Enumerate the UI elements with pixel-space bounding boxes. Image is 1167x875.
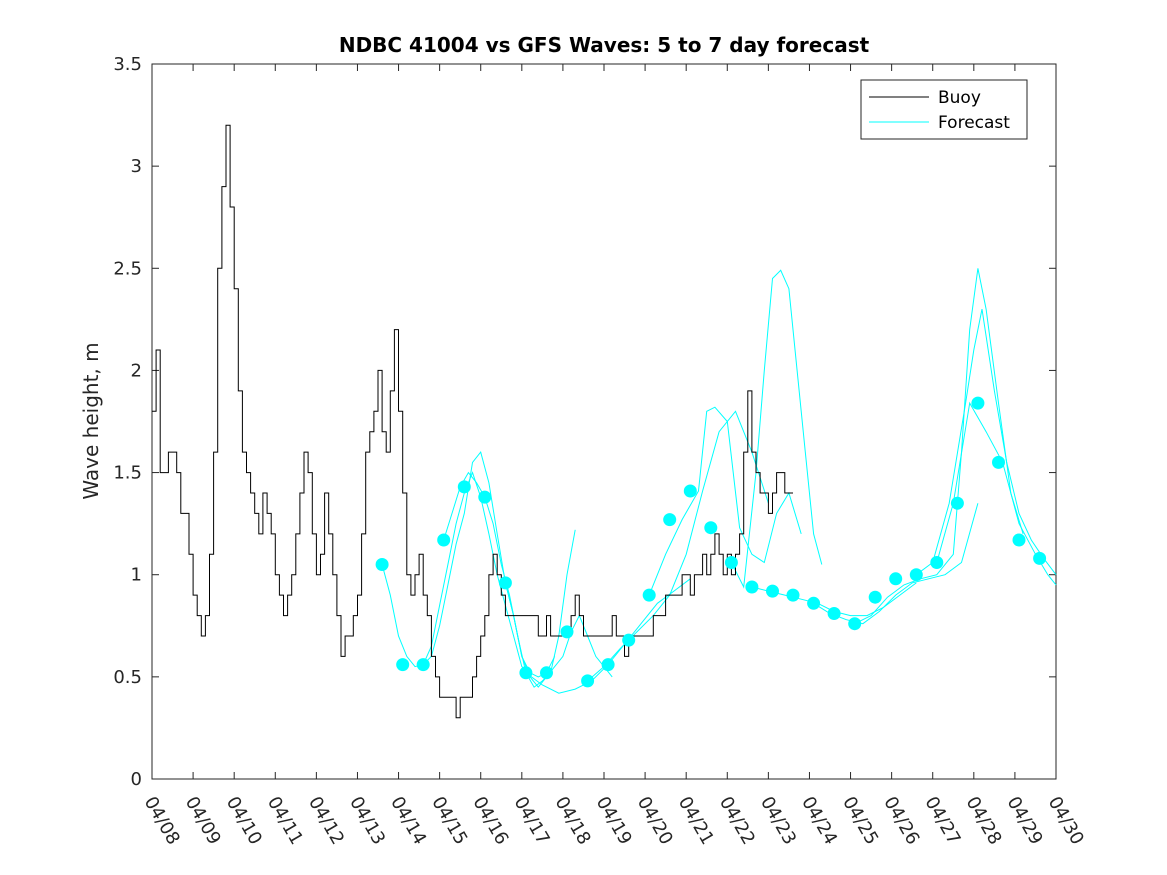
y-tick-label: 1 [131,565,142,586]
forecast-point [622,633,636,647]
forecast-point [560,625,574,639]
legend-box [860,79,1028,140]
forecast-point [724,556,738,569]
forecast-point [909,568,923,582]
y-tick-label: 1.5 [113,463,142,484]
y-tick-label: 3 [131,156,142,177]
forecast-point [1012,533,1026,547]
forecast-point [786,588,800,602]
forecast-point [457,480,471,494]
chart-title: NDBC 41004 vs GFS Waves: 5 to 7 day fore… [339,33,870,57]
forecast-point [950,496,964,510]
forecast-point [930,556,944,569]
y-axis-label: Wave height, m [79,342,103,499]
forecast-run-line [730,269,823,589]
forecast-point [704,521,718,535]
forecast-point [601,658,615,672]
forecast-point [581,674,595,688]
legend-forecast-label: Forecast [938,113,1010,133]
forecast-run-line [504,582,613,688]
forecast-point [807,596,821,610]
forecast-run-line [648,406,802,596]
forecast-run-line [916,309,1057,576]
forecast-point [663,513,677,527]
forecast-point [889,572,903,586]
forecast-point [745,580,759,594]
forecast-point [642,588,656,602]
plot-area [151,63,1057,780]
forecast-point [848,617,862,631]
y-axis-ticks: 0 0.5 1 1.5 2 2.5 3 3.5 [113,54,1056,790]
forecast-point [375,558,389,571]
forecast-point [437,533,451,547]
forecast-point [478,490,492,504]
forecast-point [540,666,553,680]
forecast-point [971,396,985,410]
legend-buoy-label: Buoy [938,88,981,108]
forecast-run-line [443,471,576,688]
y-tick-label: 3.5 [113,54,142,75]
forecast-run-line [422,451,556,678]
buoy-line [152,124,793,719]
y-tick-label: 2 [131,360,142,381]
forecast-point [519,666,533,680]
y-tick-label: 0 [131,769,142,790]
forecast-point [416,658,430,672]
forecast-point [1033,551,1047,565]
legend: Buoy Forecast [860,79,1028,140]
forecast-point [992,455,1005,469]
forecast-point [498,576,512,590]
forecast-point [827,607,841,620]
forecast-point [683,484,697,498]
forecast-run-line [813,503,979,625]
y-tick-label: 2.5 [113,258,142,279]
forecast-point [396,658,410,672]
forecast-run-line [587,410,769,682]
forecast-point [766,584,779,598]
forecast-point [868,590,882,604]
y-tick-label: 0.5 [113,667,142,688]
series-layer [152,124,1057,719]
